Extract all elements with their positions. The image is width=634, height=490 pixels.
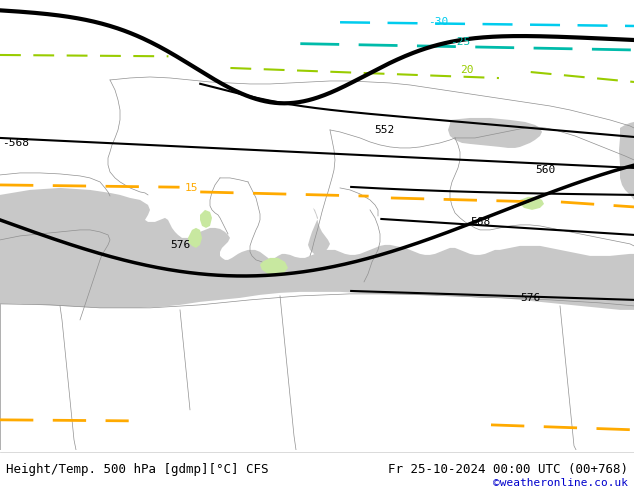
Text: 576: 576 xyxy=(520,293,540,303)
Text: -568: -568 xyxy=(2,138,29,148)
Text: Fr 25-10-2024 00:00 UTC (00+768): Fr 25-10-2024 00:00 UTC (00+768) xyxy=(387,463,628,476)
Polygon shape xyxy=(520,197,544,210)
Text: Height/Temp. 500 hPa [gdmp][°C] CFS: Height/Temp. 500 hPa [gdmp][°C] CFS xyxy=(6,463,269,476)
Text: 560: 560 xyxy=(535,165,555,175)
Text: 20: 20 xyxy=(460,65,474,75)
Polygon shape xyxy=(448,118,542,148)
Polygon shape xyxy=(0,188,634,310)
Polygon shape xyxy=(200,210,212,228)
Text: 568: 568 xyxy=(470,217,490,227)
Text: -30: -30 xyxy=(428,17,448,27)
Polygon shape xyxy=(308,205,330,255)
Text: 15: 15 xyxy=(185,183,198,193)
Polygon shape xyxy=(188,228,202,248)
Text: 576: 576 xyxy=(170,240,190,250)
Polygon shape xyxy=(260,258,288,275)
Text: -25: -25 xyxy=(450,37,470,47)
Text: ©weatheronline.co.uk: ©weatheronline.co.uk xyxy=(493,478,628,488)
Polygon shape xyxy=(619,122,634,200)
Text: 552: 552 xyxy=(374,125,394,135)
